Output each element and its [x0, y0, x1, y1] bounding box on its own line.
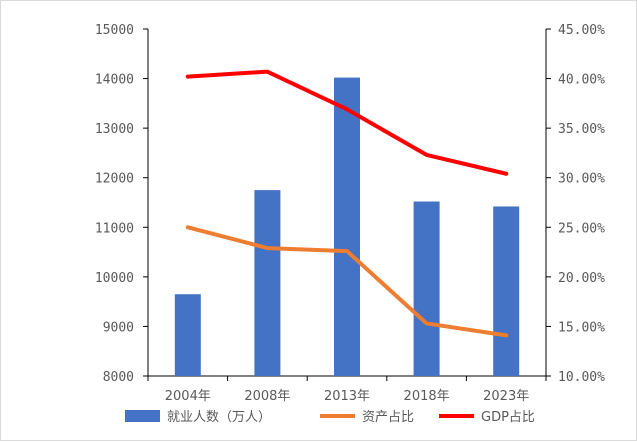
- bar-series: [174, 77, 520, 376]
- bar: [493, 206, 520, 376]
- bar: [413, 201, 440, 376]
- left-axis-tick-label: 11000: [95, 221, 134, 236]
- right-axis-tick-label: 35.00%: [558, 122, 605, 137]
- left-axis-tick-label: 8000: [103, 370, 134, 385]
- series-line: [185, 69, 509, 176]
- legend-label: 就业人数（万人）: [167, 410, 271, 425]
- series-line: [185, 225, 509, 338]
- right-axis-tick-label: 45.00%: [558, 23, 605, 38]
- legend-swatch: [125, 410, 160, 422]
- bar: [254, 190, 281, 376]
- left-axis-tick-label: 14000: [95, 73, 134, 88]
- right-axis-tick-label: 10.00%: [558, 370, 605, 385]
- legend-label: GDP占比: [481, 410, 535, 425]
- bar: [174, 294, 201, 376]
- legend-label: 资产占比: [362, 410, 414, 425]
- x-axis-category-label: 2013年: [324, 389, 370, 404]
- x-axis-category-label: 2023年: [483, 389, 529, 404]
- left-axis-tick-label: 13000: [95, 122, 134, 137]
- x-axis-category-label: 2018年: [404, 389, 450, 404]
- x-axis-category-label: 2004年: [165, 389, 211, 404]
- bar: [334, 77, 360, 376]
- axes: 8000 9000 10000 11000 12000 13000 14000 15000 10…: [95, 23, 605, 404]
- line-series: [185, 69, 509, 338]
- right-axis-tick-label: 20.00%: [558, 271, 605, 286]
- left-axis-tick-label: 15000: [95, 23, 134, 38]
- legend: 就业人数（万人） 资产占比 GDP占比: [125, 410, 535, 425]
- right-axis-tick-label: 30.00%: [558, 172, 605, 187]
- x-axis-category-label: 2008年: [244, 389, 290, 404]
- left-axis-tick-label: 12000: [95, 172, 134, 187]
- left-axis-tick-label: 9000: [103, 320, 134, 335]
- right-axis-tick-label: 25.00%: [558, 221, 605, 236]
- right-axis-tick-label: 15.00%: [558, 320, 605, 335]
- left-axis-tick-label: 10000: [95, 271, 134, 286]
- right-axis-tick-label: 40.00%: [558, 73, 605, 88]
